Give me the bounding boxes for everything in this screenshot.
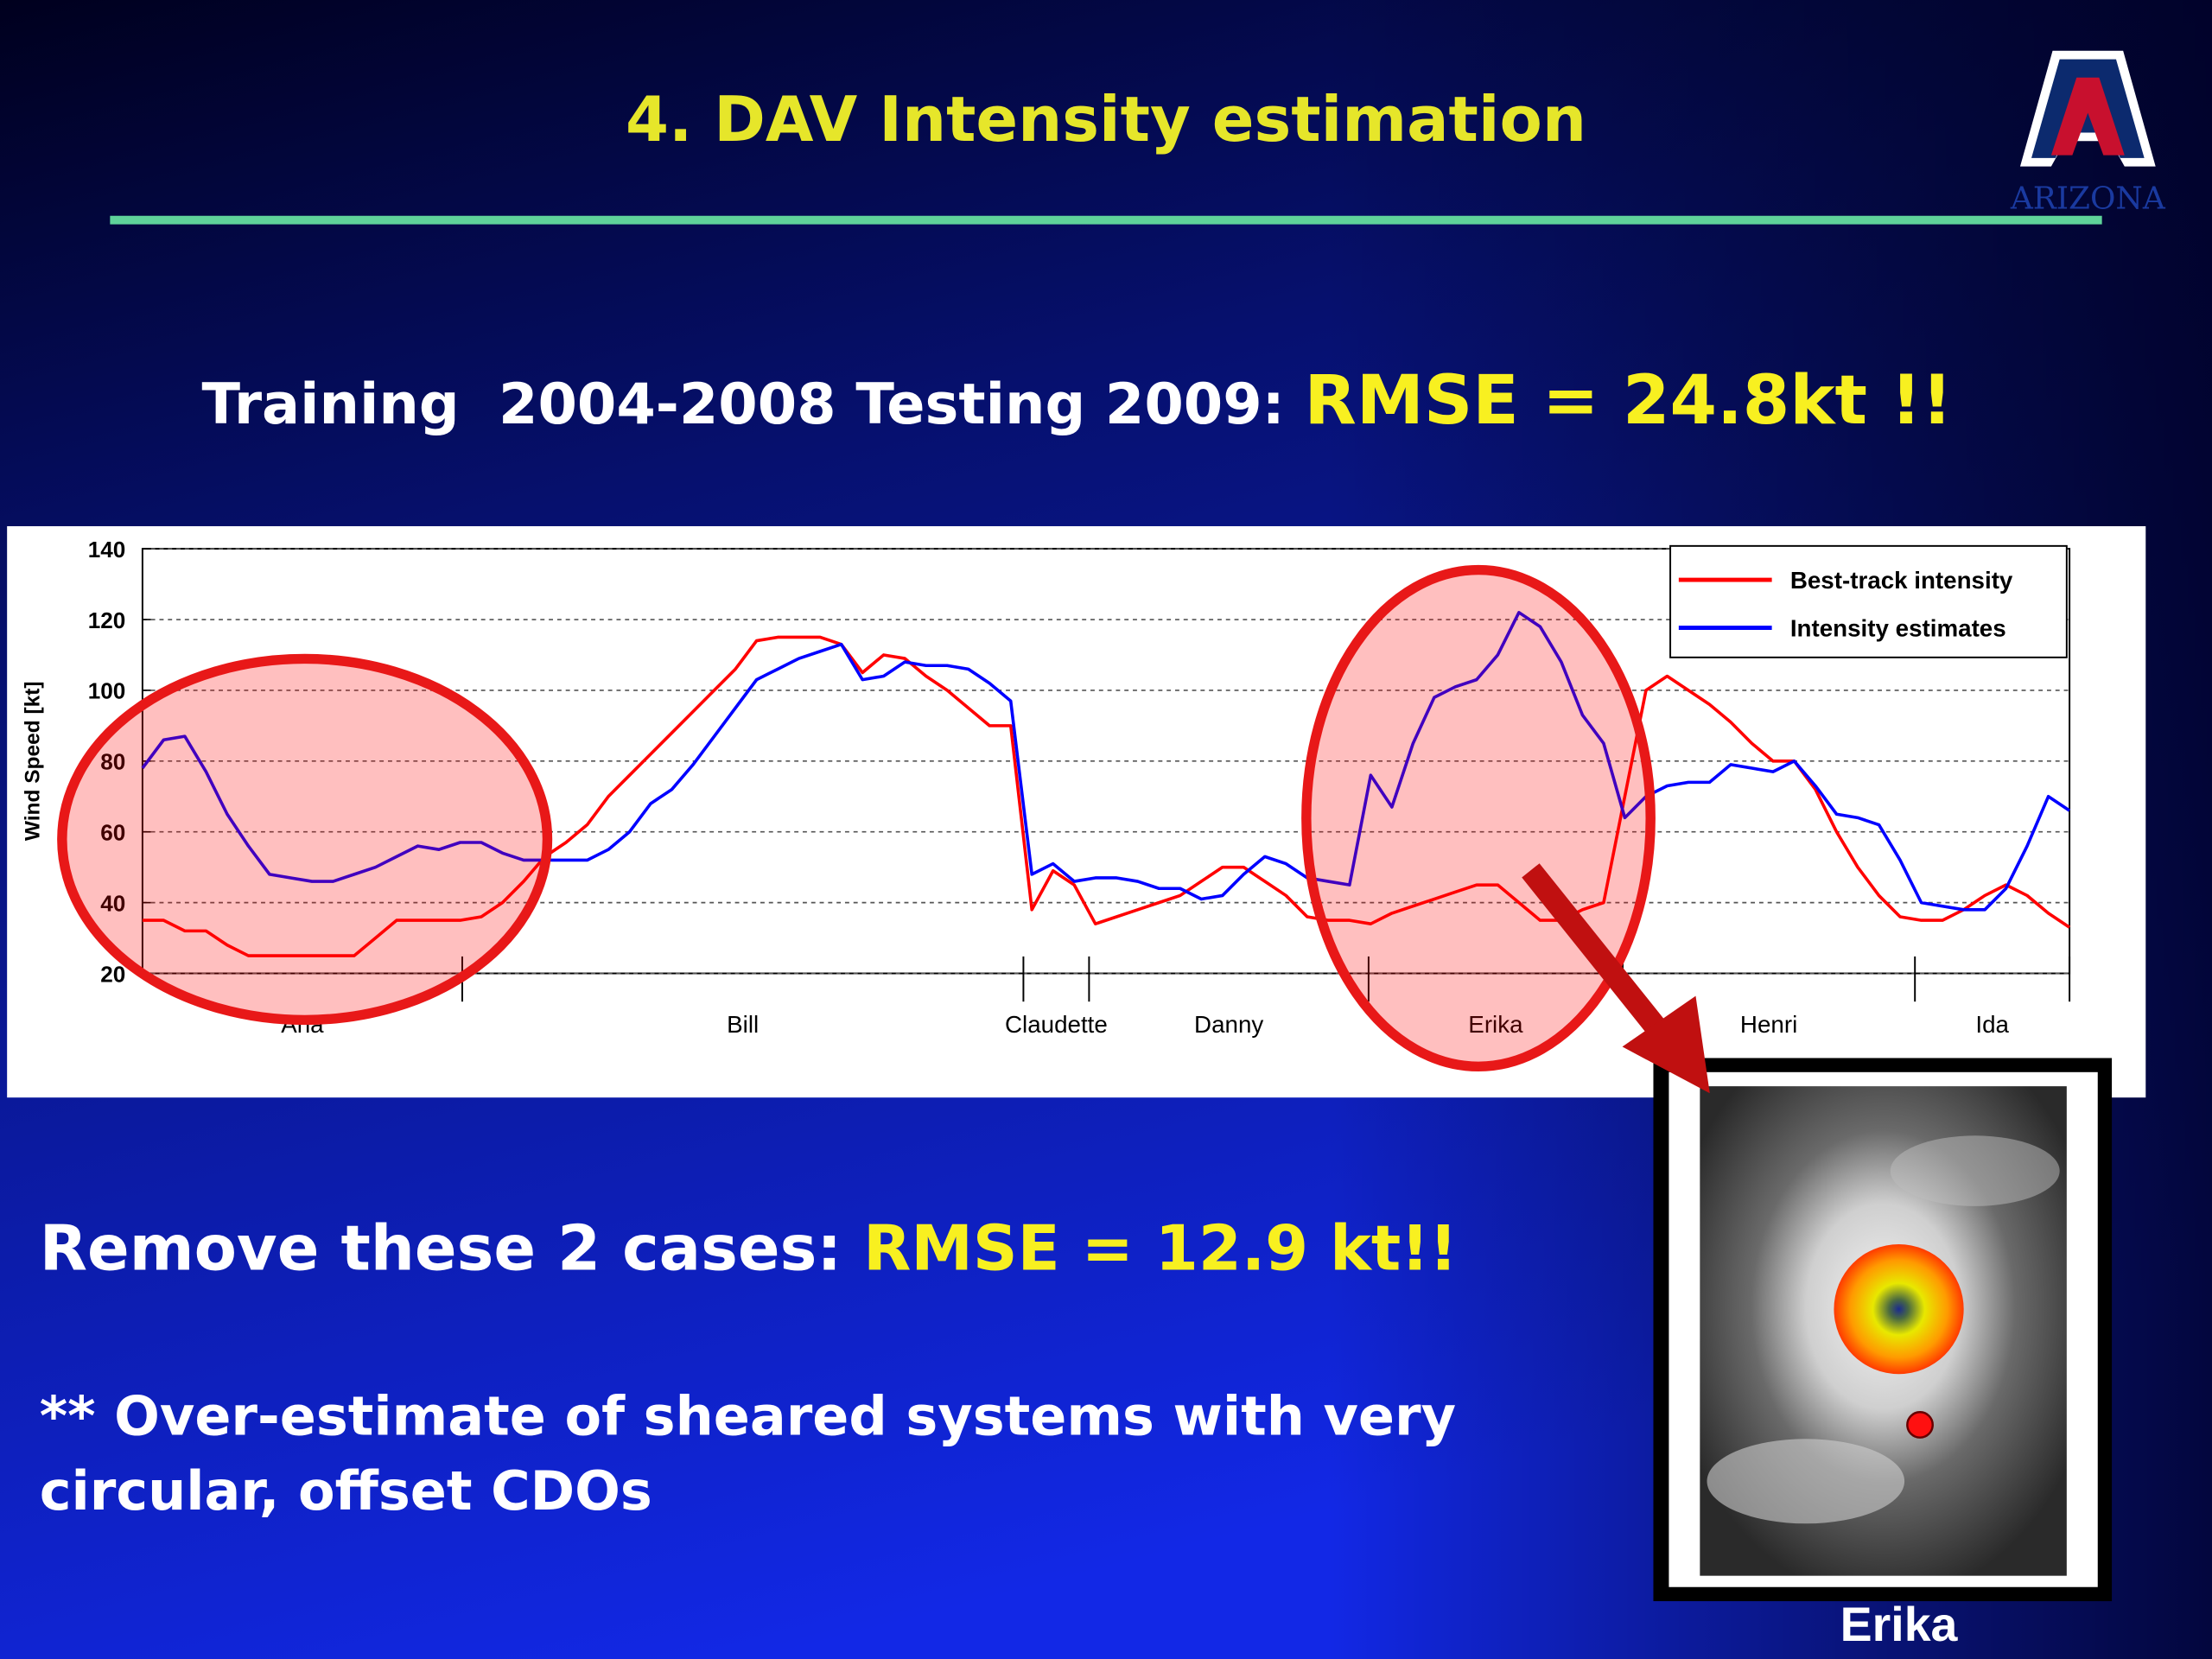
remove-rmse: RMSE = 12.9 kt!! bbox=[863, 1211, 1458, 1284]
remove-text: Remove these 2 cases: RMSE = 12.9 kt!! bbox=[40, 1211, 1458, 1284]
y-tick-label: 120 bbox=[88, 607, 126, 633]
training-label: Training 2004-2008 Testing 2009: bbox=[201, 372, 1304, 437]
storm-label: Bill bbox=[727, 1011, 759, 1038]
cloud-band bbox=[1890, 1135, 2060, 1206]
arrow-shaft bbox=[1522, 863, 1681, 1054]
chart: 20406080100120140Wind Speed [kt]AnaBillC… bbox=[22, 537, 2071, 1038]
highlights bbox=[57, 564, 1656, 1071]
legend-box bbox=[1669, 544, 2068, 658]
center-dot bbox=[1906, 1411, 1934, 1439]
highlight-ellipse bbox=[57, 653, 553, 1026]
y-tick-label: 140 bbox=[88, 537, 126, 563]
arrow bbox=[1522, 863, 1710, 1094]
inset: Erika bbox=[1653, 1058, 2113, 1651]
legend-label: Intensity estimates bbox=[1790, 614, 2006, 641]
inset-caption: Erika bbox=[1840, 1598, 1959, 1651]
storm-label: Henri bbox=[1740, 1011, 1797, 1038]
storm-label: Danny bbox=[1194, 1011, 1263, 1038]
legend-label: Best-track intensity bbox=[1790, 567, 2013, 594]
y-tick-label: 40 bbox=[100, 890, 125, 916]
highlight-ellipse bbox=[1301, 564, 1656, 1071]
training-rmse: RMSE = 24.8kt !! bbox=[1305, 361, 1953, 440]
y-tick-label: 60 bbox=[100, 820, 125, 846]
cdo-circle bbox=[1834, 1244, 1964, 1375]
y-axis-label: Wind Speed [kt] bbox=[22, 681, 45, 841]
storm-label: Erika bbox=[1468, 1011, 1523, 1038]
remove-label: Remove these 2 cases: bbox=[40, 1211, 863, 1284]
logo-a-inner bbox=[2050, 77, 2125, 156]
storm-label: Claudette bbox=[1005, 1011, 1108, 1038]
storm-label: Ida bbox=[1975, 1011, 2009, 1038]
y-tick-label: 20 bbox=[100, 961, 125, 987]
y-tick-label: 80 bbox=[100, 749, 125, 775]
training-text: Training 2004-2008 Testing 2009: RMSE = … bbox=[201, 361, 1952, 440]
series-line bbox=[142, 635, 2071, 957]
series-line bbox=[141, 611, 2071, 912]
cloud-band bbox=[1707, 1439, 1905, 1524]
y-tick-label: 100 bbox=[88, 678, 126, 704]
slide-title: 4. DAV Intensity estimation bbox=[626, 83, 1586, 156]
note-line: ** Over-estimate of sheared systems with… bbox=[40, 1384, 1456, 1447]
logo-text: ARIZONA bbox=[2010, 181, 2166, 217]
note-line: circular, offset CDOs bbox=[40, 1459, 652, 1522]
arrow-head bbox=[1622, 995, 1710, 1094]
logo: ARIZONA bbox=[2010, 50, 2166, 217]
